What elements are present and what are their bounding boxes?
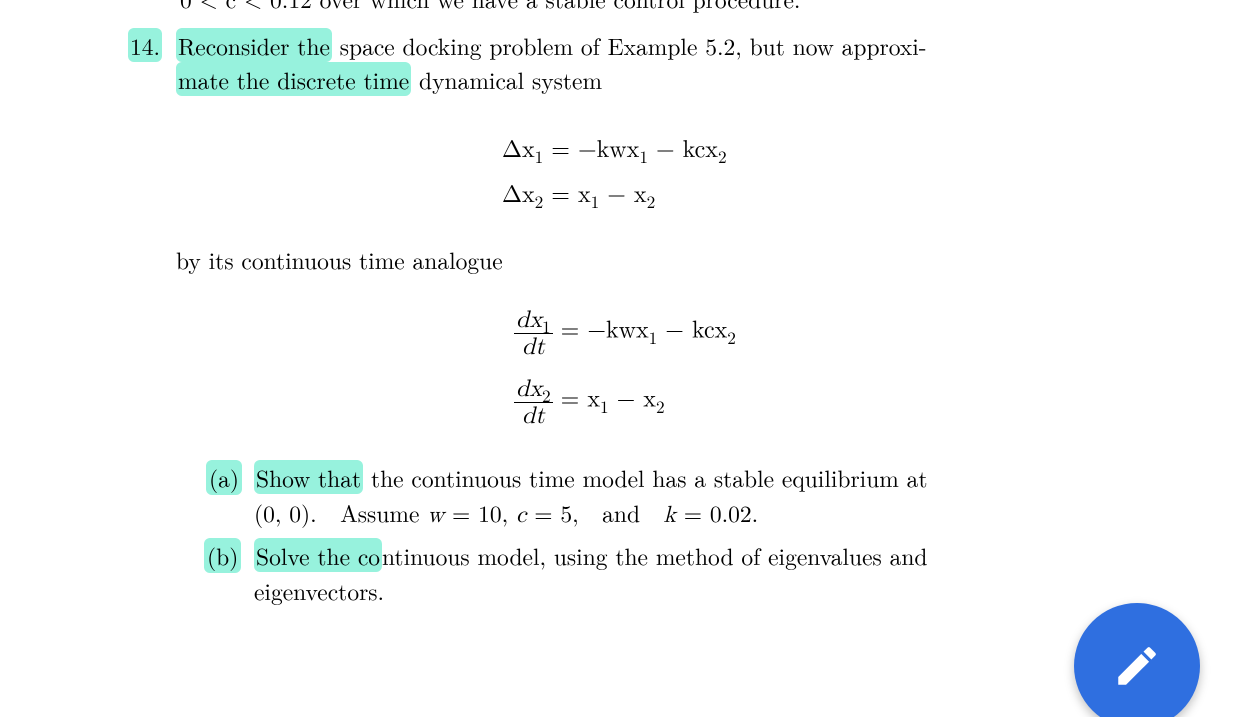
highlight-span: Solve the co	[254, 538, 382, 572]
highlight-span: mate the discrete time	[176, 62, 411, 96]
discrete-eq-2: Δx2 = x1 − x2	[502, 175, 655, 209]
discrete-eq-1: Δx1 = −kwx1 − kcx2	[502, 130, 727, 164]
part-b-label: (b)	[204, 540, 241, 572]
ode-eq-1: dx1dt = −kwx1 − kcx2	[514, 304, 736, 361]
edit-fab-button[interactable]	[1074, 603, 1200, 717]
intro-line-2: mate the discrete time dynamical system	[176, 64, 602, 96]
part-a-line-2: (0, 0). Assume w = 10, c = 5, and k = 0.…	[254, 497, 758, 532]
ode-eq-2: dx2dt = x1 − x2	[514, 373, 665, 430]
item-number: 14.	[128, 30, 162, 62]
mid-text: by its continuous time analogue	[176, 244, 503, 276]
part-b-line-1: Solve the continuous model, using the me…	[254, 540, 1114, 572]
part-a-label: (a)	[206, 462, 242, 494]
part-a-line-1: Show that the continuous time model has …	[254, 462, 1114, 494]
page: 0 < c < 0.12 over which we have a stable…	[0, 0, 1242, 717]
highlight-span: Reconsider the	[176, 28, 332, 62]
part-b-line-2: eigenvectors.	[254, 575, 384, 607]
highlight-span: Show that	[254, 460, 363, 494]
intro-line-1: Reconsider the space docking problem of …	[176, 30, 1116, 62]
cutoff-text: 0 < c < 0.12 over which we have a stable…	[180, 0, 800, 15]
pencil-icon	[1112, 641, 1162, 691]
